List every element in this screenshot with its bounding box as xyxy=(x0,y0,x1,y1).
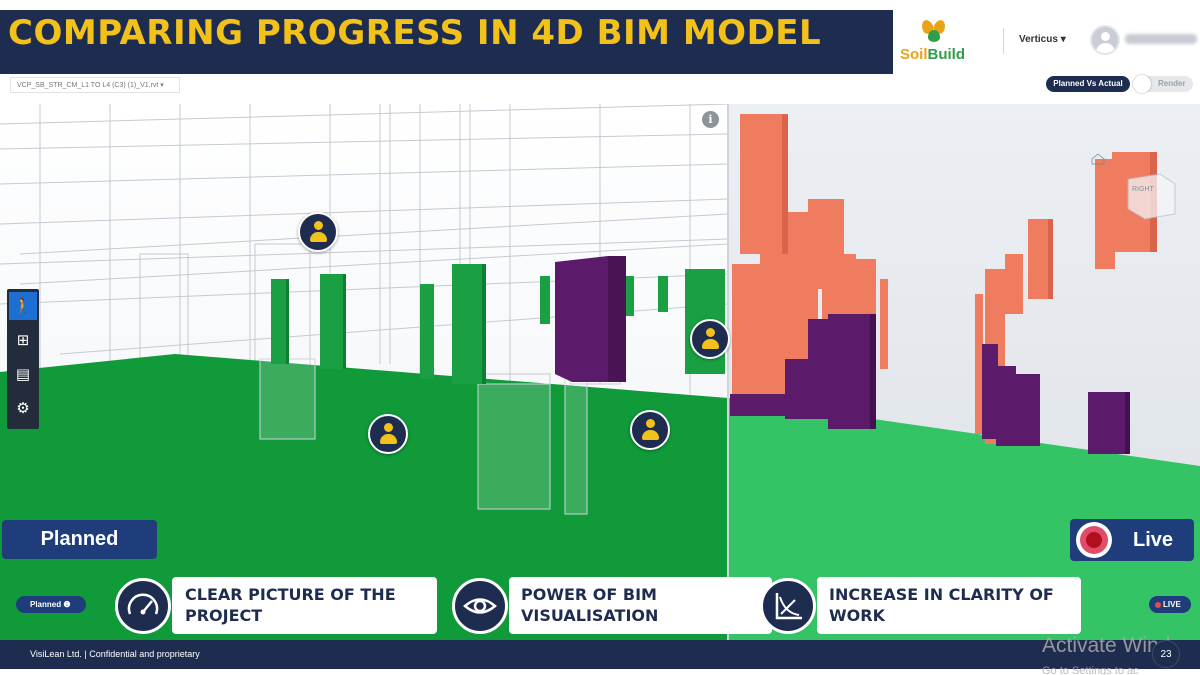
view-cube-label[interactable]: RIGHT xyxy=(1132,186,1154,193)
planned-mode-pill[interactable]: Planned ❶ xyxy=(16,596,86,613)
bim-model-scene[interactable] xyxy=(0,104,1200,640)
live-mode-pill[interactable]: LIVE xyxy=(1149,596,1191,613)
speedometer-icon xyxy=(115,578,171,634)
graph-icon xyxy=(760,578,816,634)
render-toggle-label: Render xyxy=(1158,79,1186,88)
organization-dropdown[interactable]: Verticus ▾ xyxy=(1019,34,1066,45)
feature-card xyxy=(817,577,1081,634)
slide-footer xyxy=(0,640,1200,669)
logo-leaf-icon xyxy=(928,30,940,42)
activate-windows-watermark: Activate Wind xyxy=(1042,634,1171,657)
person-marker-icon[interactable] xyxy=(690,319,730,359)
feature-label: INCREASE IN CLARITY OF WORK xyxy=(829,585,1054,625)
info-icon[interactable]: i xyxy=(702,111,719,128)
planned-floor-slab xyxy=(0,354,728,640)
viewer-toolbar xyxy=(0,74,1200,104)
live-record-dot xyxy=(1086,532,1102,548)
header-divider xyxy=(1003,28,1004,54)
eye-icon xyxy=(452,578,508,634)
title-banner xyxy=(0,10,893,74)
user-avatar[interactable] xyxy=(1090,25,1120,55)
live-label: Live xyxy=(1133,529,1174,551)
feature-label: CLEAR PICTURE OF THE PROJECT xyxy=(185,585,396,625)
person-marker-icon[interactable] xyxy=(298,212,338,252)
hierarchy-icon[interactable]: ⊞ xyxy=(16,331,30,349)
feature-label: POWER OF BIM VISUALISATION xyxy=(521,585,659,625)
bim-viewport[interactable]: RIGHT xyxy=(0,104,1200,640)
render-toggle-knob[interactable] xyxy=(1133,75,1151,93)
page-number: 23 xyxy=(1152,640,1180,668)
planned-column-shades xyxy=(286,264,486,384)
compare-divider[interactable] xyxy=(727,104,729,640)
live-columns-purple xyxy=(730,314,1130,454)
planned-label: Planned xyxy=(2,520,157,559)
person-view-icon[interactable]: 🚶 xyxy=(9,292,37,320)
person-marker-icon[interactable] xyxy=(368,414,408,454)
gear-icon[interactable]: ⚙ xyxy=(16,399,30,417)
soilbuild-logo[interactable]: SoilBuild xyxy=(900,46,966,63)
planned-columns xyxy=(271,264,725,384)
live-column-purple-shades xyxy=(870,314,1130,454)
model-file-select[interactable]: VCP_SB_STR_CM_L1 TO L4 (C3) (1)_V1.rvt ▾ xyxy=(10,77,180,93)
footer-confidential-text: VisiLean Ltd. | Confidential and proprie… xyxy=(30,649,200,659)
slide-title: COMPARING PROGRESS IN 4D BIM MODEL xyxy=(8,13,822,53)
home-view-icon xyxy=(1091,153,1105,165)
feature-card xyxy=(509,577,772,634)
document-icon[interactable]: ▤ xyxy=(15,365,31,383)
planned-vs-actual-button[interactable]: Planned Vs Actual xyxy=(1046,76,1130,92)
person-marker-icon[interactable] xyxy=(630,410,670,450)
activate-windows-subtext: Go to Settings to ac xyxy=(1042,665,1139,675)
live-dot-icon xyxy=(1155,602,1161,608)
viewer-side-toolbar: 🚶 ⊞ ▤ ⚙ xyxy=(7,289,39,429)
view-cube xyxy=(1091,153,1176,220)
user-name-blurred[interactable] xyxy=(1125,34,1197,44)
feature-card xyxy=(172,577,437,634)
